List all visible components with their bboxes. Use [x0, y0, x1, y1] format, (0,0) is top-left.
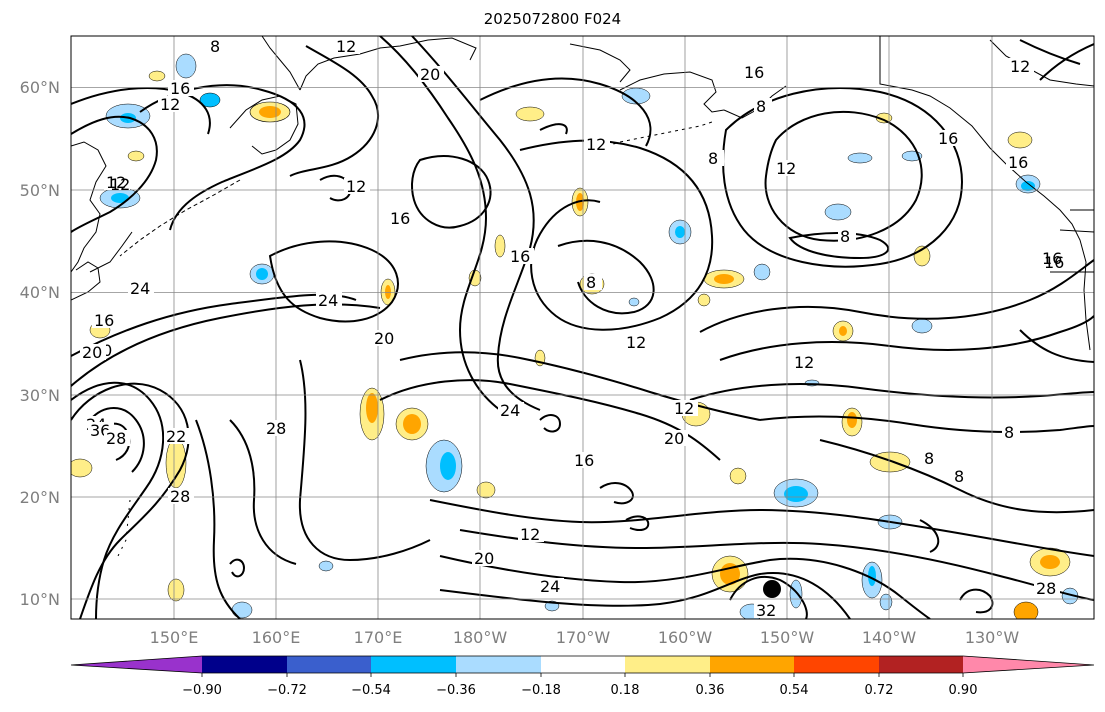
contour-label: 12 — [106, 173, 126, 192]
contour-label: 12 — [1010, 57, 1030, 76]
lat-label: 50°N — [20, 181, 60, 200]
storm-center-marker — [763, 580, 781, 598]
contour-label: 8 — [586, 273, 596, 292]
contour-label: 8 — [210, 37, 220, 56]
positive-shading — [71, 70, 1071, 619]
lon-label: 170°W — [556, 628, 611, 647]
map-frame — [70, 35, 1095, 620]
contour-label: 24 — [540, 577, 560, 596]
lat-axis-labels: 60°N 50°N 40°N 30°N 20°N 10°N — [20, 78, 60, 609]
contour-label: 12 — [160, 95, 180, 114]
contour-label: 32 — [756, 601, 776, 620]
colorbar-tick-label: 0.90 — [949, 683, 978, 698]
contour-label: 28 — [266, 419, 286, 438]
colorbar-tick-label: −0.54 — [351, 683, 391, 698]
lon-axis-labels: 150°E 160°E 170°E 180°W 170°W 160°W 150°… — [150, 628, 1020, 647]
coastlines — [71, 36, 1094, 557]
contour-label: 20 — [420, 65, 440, 84]
contour-label: 22 — [166, 427, 186, 446]
contour-label: 16 — [94, 311, 114, 330]
colorbar-tick-label: −0.72 — [267, 683, 307, 698]
contour-label: 12 — [626, 333, 646, 352]
lon-label: 160°E — [252, 628, 301, 647]
contour-label: 16 — [1044, 253, 1064, 272]
contour-label: 12 — [776, 159, 796, 178]
contour-label: 8 — [1004, 423, 1014, 442]
colorbar-segment — [287, 656, 371, 673]
lat-label: 60°N — [20, 78, 60, 97]
contour-label: 16 — [1008, 153, 1028, 172]
contour-label: 16 — [744, 63, 764, 82]
colorbar-segment — [625, 656, 710, 673]
contour-label: 8 — [840, 227, 850, 246]
contour-label: 20 — [474, 549, 494, 568]
contour-label: 16 — [1042, 249, 1062, 268]
colorbar-segment — [371, 656, 456, 673]
lat-label: 10°N — [20, 590, 60, 609]
contour-label: 16 — [574, 451, 594, 470]
colorbar-tick-label: 0.36 — [696, 683, 725, 698]
contour-lines — [71, 36, 1094, 619]
contour-label: 16 — [938, 129, 958, 148]
lon-label: 170°E — [354, 628, 403, 647]
colorbar-segment — [71, 656, 202, 673]
contour-label: 12 — [674, 399, 694, 418]
contour-label: 12 — [346, 177, 366, 196]
contour-label: 12 — [520, 525, 540, 544]
colorbar-segment — [541, 656, 625, 673]
colorbar-segment — [879, 656, 963, 673]
lon-label: 150°E — [150, 628, 199, 647]
contour-label: 24 — [318, 291, 338, 310]
lon-label: 140°W — [862, 628, 917, 647]
contour-label: 20 — [664, 429, 684, 448]
colorbar-segment — [794, 656, 879, 673]
contour-label: 20 — [374, 329, 394, 348]
colorbar-tick-label: −0.36 — [436, 683, 476, 698]
contour-label: 8 — [924, 449, 934, 468]
contour-label: 28 — [106, 429, 126, 448]
colorbar-tick-label: −0.90 — [182, 683, 222, 698]
negative-shading — [99, 53, 1079, 619]
grid-lines — [71, 36, 1094, 619]
colorbar-segment — [456, 656, 541, 673]
colorbar-segment — [963, 656, 1094, 673]
contour-label: 12 — [110, 175, 130, 194]
map-title: 2025072800 F024 — [483, 10, 622, 28]
contour-label: 8 — [756, 97, 766, 116]
contour-label: 24 — [130, 279, 150, 298]
colorbar-tick-label: 0.18 — [611, 683, 640, 698]
contour-label: 12 — [794, 353, 814, 372]
contour-label: 28 — [1036, 579, 1056, 598]
contour-labels: 8 12 16 20 12 12 16 8 16 12 16 12 16 20 … — [80, 37, 1066, 620]
lon-label: 130°W — [965, 628, 1020, 647]
shading-layer — [71, 53, 1079, 619]
contour-label: 28 — [170, 487, 190, 506]
contour-label: 24 — [500, 401, 520, 420]
lat-label: 20°N — [20, 488, 60, 507]
colorbar-tick-label: 0.54 — [780, 683, 809, 698]
colorbar-segment — [202, 656, 287, 673]
contour-label: 12 — [336, 37, 356, 56]
contour-label: 16 — [170, 79, 190, 98]
contour-label: 8 — [708, 149, 718, 168]
colorbar-tick-label: −0.18 — [521, 683, 561, 698]
lat-label: 40°N — [20, 283, 60, 302]
contour-label: 8 — [954, 467, 964, 486]
colorbar: −0.90 −0.72 −0.54 −0.36 −0.18 0.18 0.36 … — [70, 655, 1095, 698]
colorbar-segment — [710, 656, 794, 673]
lon-label: 160°W — [658, 628, 713, 647]
contour-label: 16 — [510, 247, 530, 266]
contour-label: 20 — [82, 343, 102, 362]
lon-label: 180°W — [453, 628, 508, 647]
lat-label: 30°N — [20, 386, 60, 405]
contour-label: 16 — [390, 209, 410, 228]
colorbar-tick-label: 0.72 — [865, 683, 894, 698]
lon-label: 150°W — [760, 628, 815, 647]
contour-label: 12 — [586, 135, 606, 154]
